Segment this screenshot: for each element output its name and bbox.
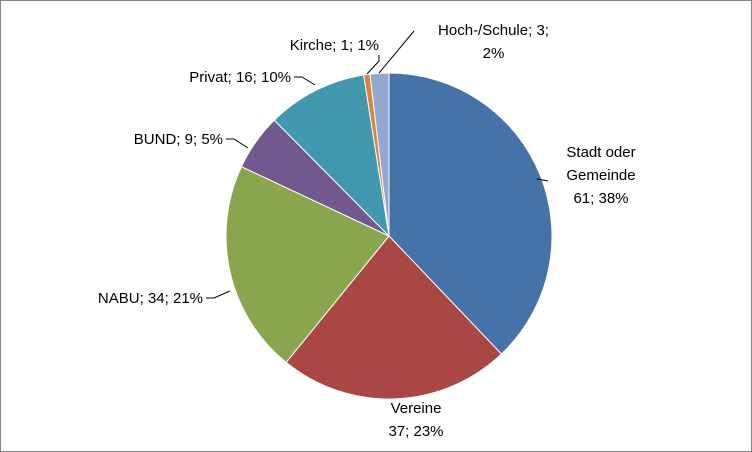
- leader-line: [366, 55, 380, 75]
- pie-slice: [225, 166, 390, 364]
- value-label: 37; 23%: [388, 423, 444, 440]
- category-label: Kirche: [289, 37, 333, 54]
- value-label: 3; 2%: [482, 22, 549, 62]
- data-label: Kirche; 1; 1%: [290, 34, 379, 57]
- leader-line: [536, 178, 549, 182]
- category-label: BUND: [133, 131, 177, 148]
- data-label: BUND; 9; 5%: [134, 128, 223, 151]
- leader-line: [206, 290, 231, 299]
- leader-line: [226, 138, 249, 149]
- category-label: Stadt oder Gemeinde: [566, 144, 636, 184]
- value-label: 61; 38%: [573, 190, 629, 207]
- data-label: Vereine 37; 23%: [361, 397, 471, 443]
- label-separator: ;: [227, 69, 236, 86]
- label-separator: ;: [528, 22, 537, 39]
- value-label: 1; 1%: [340, 37, 379, 54]
- category-label: Privat: [189, 69, 228, 86]
- data-label: Privat; 16; 10%: [189, 66, 291, 89]
- data-label: NABU; 34; 21%: [98, 287, 203, 310]
- category-label: Vereine: [390, 400, 442, 417]
- value-label: 16; 10%: [235, 69, 291, 86]
- label-separator: ;: [176, 131, 185, 148]
- pie-slice: [273, 74, 390, 238]
- value-label: 34; 21%: [147, 290, 203, 307]
- label-separator: ;: [139, 290, 148, 307]
- category-label: Hoch-/Schule: [438, 22, 529, 39]
- label-separator: ;: [332, 37, 341, 54]
- value-label: 9; 5%: [184, 131, 223, 148]
- pie-slice: [388, 72, 553, 355]
- data-label: Hoch-/Schule; 3; 2%: [426, 19, 561, 65]
- pie-slice: [369, 72, 390, 237]
- leader-line: [378, 30, 415, 74]
- leader-line: [294, 76, 316, 86]
- pie-slice: [285, 235, 503, 400]
- category-label: NABU: [97, 290, 140, 307]
- data-label: Stadt oder Gemeinde 61; 38%: [546, 141, 656, 210]
